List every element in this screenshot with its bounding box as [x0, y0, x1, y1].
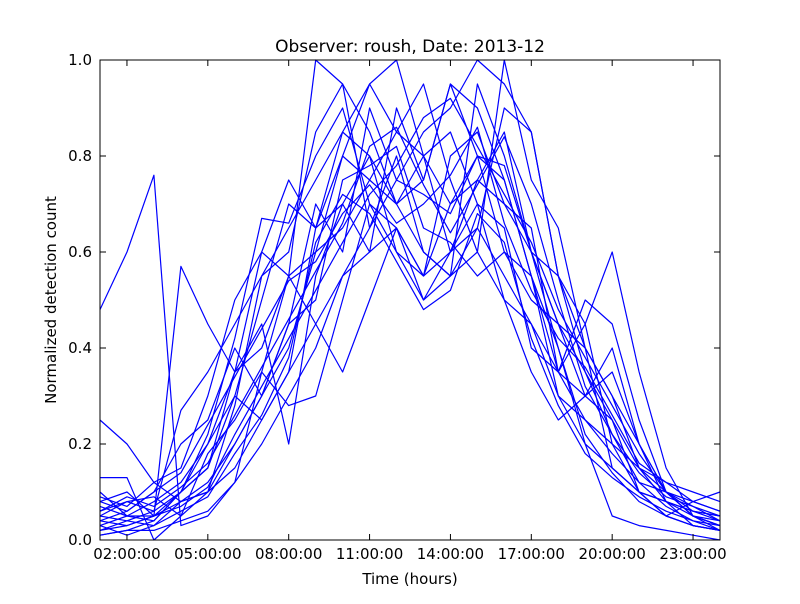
axes-group: 02:00:00 05:00:00 08:00:00 11:00:00 14:00:00…	[68, 51, 727, 563]
series-group	[99, 59, 721, 541]
y-tick-label: 0.6	[68, 243, 92, 261]
x-tick-label: 08:00:00	[255, 545, 322, 563]
x-tick-label: 14:00:00	[417, 545, 484, 563]
series-line-18	[99, 126, 721, 512]
series-line-19	[99, 155, 721, 536]
x-tick-label: 17:00:00	[498, 545, 565, 563]
series-line-6	[99, 83, 721, 527]
x-axis-label: Time (hours)	[361, 570, 457, 588]
y-axis-label: Normalized detection count	[42, 196, 60, 404]
series-line-1	[99, 59, 721, 527]
y-tick-label: 0.4	[68, 339, 92, 357]
series-line-11	[99, 131, 721, 536]
series-line-7	[99, 83, 721, 522]
series-line-20	[99, 126, 721, 517]
x-tick-label: 20:00:00	[578, 545, 645, 563]
series-line-10	[99, 179, 721, 517]
series-line-15	[99, 83, 721, 517]
y-tick-label: 0.0	[68, 531, 92, 549]
series-line-12	[99, 227, 721, 517]
plot-frame	[99, 59, 721, 541]
x-tick-label: 11:00:00	[336, 545, 403, 563]
x-tick-label: 02:00:00	[93, 545, 160, 563]
y-tick-label: 0.8	[68, 147, 92, 165]
x-tick-label: 23:00:00	[659, 545, 726, 563]
y-tick-label: 1.0	[68, 51, 92, 69]
x-tick-label: 05:00:00	[174, 545, 241, 563]
series-line-13	[99, 83, 721, 531]
y-tick-label: 0.2	[68, 435, 92, 453]
series-line-16	[99, 193, 721, 531]
chart-title: Observer: roush, Date: 2013-12	[275, 37, 545, 57]
series-line-17	[99, 97, 721, 527]
